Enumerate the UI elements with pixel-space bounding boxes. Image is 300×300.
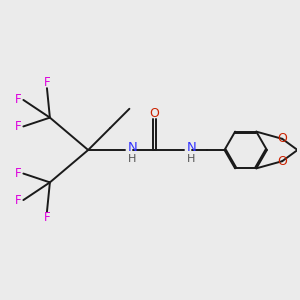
Text: F: F — [15, 167, 21, 180]
Text: F: F — [15, 93, 21, 106]
Text: H: H — [187, 154, 195, 164]
Text: N: N — [187, 141, 196, 154]
Text: F: F — [44, 76, 50, 89]
Text: N: N — [128, 141, 138, 154]
Text: O: O — [277, 155, 287, 168]
Text: F: F — [44, 211, 50, 224]
Text: O: O — [277, 132, 287, 145]
Text: O: O — [149, 107, 159, 120]
Text: F: F — [15, 194, 21, 207]
Text: F: F — [15, 120, 21, 133]
Text: H: H — [128, 154, 136, 164]
